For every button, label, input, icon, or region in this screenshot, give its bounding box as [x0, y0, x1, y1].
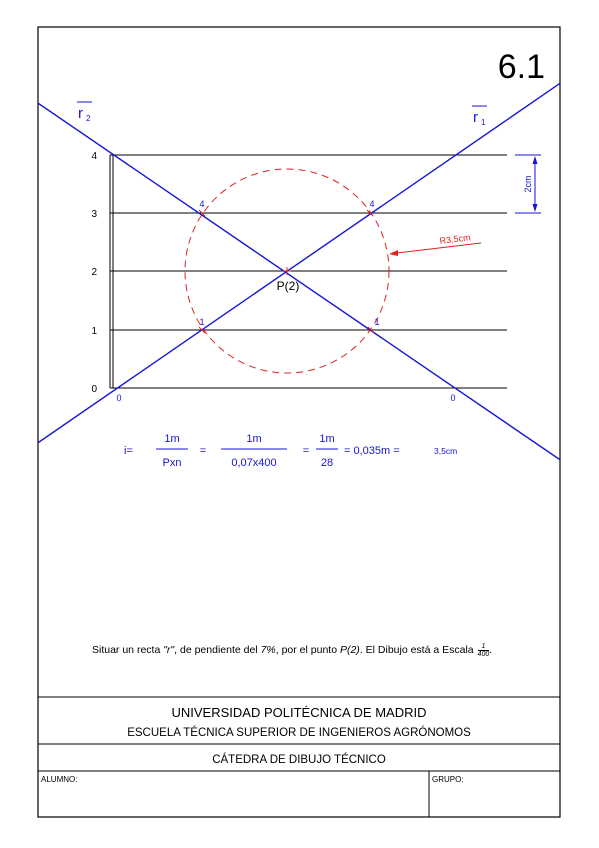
radius-leader	[396, 242, 482, 254]
problem-text-4: . El Dibujo está a Escala	[359, 644, 474, 656]
radius-circle	[184, 168, 390, 374]
point-p-label: P(2)	[277, 279, 300, 293]
problem-point: P(2)	[339, 644, 360, 656]
r1-ticks	[198, 209, 374, 334]
formula-lead: i=	[124, 445, 133, 457]
problem-text-2: , de pendiente del	[174, 644, 261, 656]
formula-f3-num: 1m	[319, 433, 334, 445]
scale-numerator: 1	[477, 643, 490, 651]
problem-text-3: , por el punto	[275, 644, 340, 656]
problem-text-1: Situar un recta	[92, 644, 164, 656]
svg-text:r: r	[473, 109, 478, 126]
radius-label: R3,5cm	[439, 232, 471, 246]
formula-f3-den: 28	[321, 457, 333, 469]
dimension-arrow-bottom	[532, 204, 538, 212]
formula-eq2: =	[303, 445, 309, 457]
line-name-r1: r 1	[472, 105, 487, 127]
problem-end: .	[489, 644, 493, 656]
r1-label-1: 1	[199, 317, 204, 327]
scale-denominator: 400	[477, 650, 490, 658]
r2-ticks	[198, 209, 375, 334]
elevation-label-2: 2	[91, 267, 97, 278]
elevation-label-4: 4	[91, 151, 97, 162]
svg-text:1: 1	[481, 118, 486, 127]
elevation-label-0: 0	[91, 384, 97, 395]
line-name-r2: r 2	[77, 101, 92, 123]
student-label: ALUMNO:	[41, 775, 77, 784]
school-name: ESCUELA TÉCNICA SUPERIOR DE INGENIEROS A…	[127, 726, 471, 739]
formula-result: 3,5cm	[434, 446, 457, 456]
spacing-dimension	[515, 154, 541, 214]
problem-line-name: "r"	[163, 644, 175, 656]
svg-text:r: r	[78, 105, 83, 122]
formula-eq1: =	[200, 445, 206, 457]
group-label: GRUPO:	[432, 775, 464, 784]
spacing-label: 2cm	[523, 175, 533, 192]
university-name: UNIVERSIDAD POLITÉCNICA DE MADRID	[172, 705, 427, 720]
department-name: CÁTEDRA DE DIBUJO TÉCNICO	[212, 753, 386, 766]
formula-eq3: = 0,035m =	[344, 445, 400, 457]
line-r2	[38, 102, 560, 461]
elevation-label-3: 3	[91, 209, 97, 220]
formula-f2-num: 1m	[246, 433, 261, 445]
sheet-number: 6.1	[498, 48, 545, 86]
radius-arrow	[389, 250, 398, 256]
r1-label-0: 0	[116, 393, 121, 403]
elevation-lines	[109, 154, 507, 389]
formula-f1-num: 1m	[164, 433, 179, 445]
title-block	[38, 696, 560, 817]
r2-label-3: 4	[199, 199, 204, 209]
elevation-label-1: 1	[91, 326, 97, 337]
r2-label-1: 1	[374, 317, 379, 327]
r2-label-0: 0	[450, 393, 455, 403]
line-r1	[38, 82, 560, 444]
problem-statement: Situar un recta "r", de pendiente del 7%…	[92, 640, 532, 661]
scale-fraction: 1 400	[477, 643, 490, 658]
construction-lines	[38, 82, 560, 461]
formula-f1-den: Pxn	[163, 457, 182, 469]
point-p-marker	[283, 267, 291, 275]
problem-slope: 7%	[260, 644, 276, 656]
formula-f2-den: 0,07x400	[231, 457, 276, 469]
r1-label-3: 4	[369, 199, 374, 209]
sheet-frame	[37, 26, 561, 818]
svg-text:2: 2	[86, 114, 91, 123]
dimension-arrow-top	[532, 156, 538, 164]
slope-formula: i= 1m Pxn = 1m 0,07x400 = 1m 28 = 0,035m…	[124, 433, 457, 469]
